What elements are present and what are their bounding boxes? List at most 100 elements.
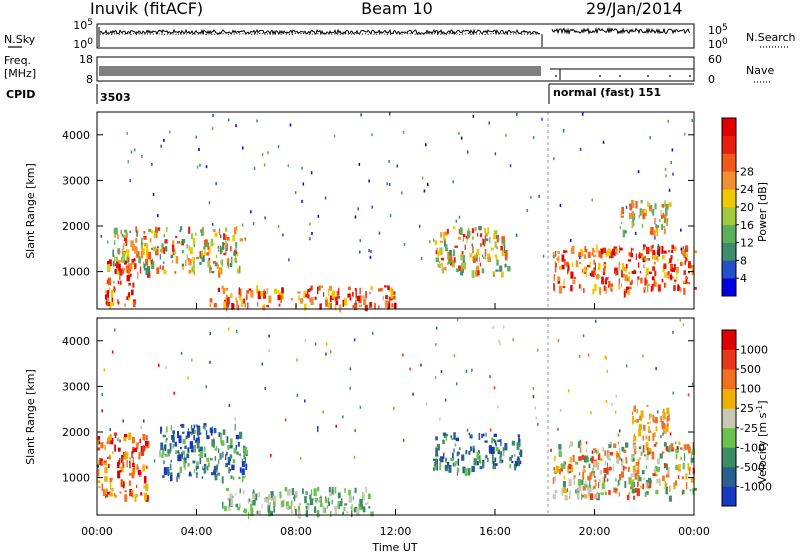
velocity-cell bbox=[654, 417, 658, 424]
power-cell bbox=[591, 252, 594, 256]
power-cell bbox=[172, 240, 175, 248]
velocity-cell bbox=[532, 387, 535, 391]
velocity-cell bbox=[502, 447, 505, 452]
velocity-cell bbox=[656, 473, 658, 477]
velocity-cell bbox=[685, 473, 688, 480]
velocity-cell bbox=[618, 473, 622, 481]
power-cell bbox=[264, 216, 266, 220]
velocity-cell bbox=[97, 436, 101, 441]
power-cell bbox=[631, 221, 633, 229]
power-colorbar-tick-label: 24 bbox=[740, 183, 754, 196]
power-cell bbox=[209, 303, 212, 307]
power-cell bbox=[648, 271, 652, 274]
power-cell bbox=[157, 227, 161, 231]
velocity-cell bbox=[439, 458, 443, 462]
velocity-cell bbox=[235, 503, 239, 508]
velocity-cell bbox=[131, 472, 135, 479]
velocity-cell bbox=[634, 473, 638, 480]
power-cell bbox=[439, 247, 443, 256]
velocity-cell bbox=[134, 447, 137, 452]
power-cell bbox=[277, 294, 281, 301]
velocity-cell bbox=[621, 471, 624, 478]
power-cell bbox=[420, 256, 423, 260]
power-cell bbox=[256, 285, 259, 294]
velocity-cell bbox=[309, 495, 311, 499]
velocity-cell bbox=[498, 461, 502, 464]
velocity-cell bbox=[514, 465, 517, 471]
velocity-cell bbox=[616, 453, 620, 461]
power-cell bbox=[386, 301, 389, 304]
velocity-cell bbox=[640, 451, 643, 456]
power-cell bbox=[223, 242, 226, 245]
velocity-cell bbox=[561, 487, 564, 496]
power-cell bbox=[452, 249, 455, 257]
power-cell bbox=[637, 276, 640, 280]
power-cell bbox=[329, 285, 332, 291]
velocity-cell bbox=[190, 449, 194, 453]
power-cell bbox=[472, 236, 474, 240]
velocity-cell bbox=[614, 410, 617, 414]
velocity-cell bbox=[122, 419, 124, 423]
power-cell bbox=[133, 148, 136, 152]
power-cell bbox=[327, 302, 331, 308]
power-cell bbox=[121, 248, 123, 254]
velocity-cell bbox=[573, 476, 576, 480]
velocity-cell bbox=[359, 498, 363, 507]
power-cell bbox=[616, 271, 619, 276]
nsky-label: N.Sky bbox=[4, 33, 36, 46]
velocity-cell bbox=[555, 465, 560, 473]
velocity-cell bbox=[692, 448, 695, 455]
power-cell bbox=[651, 210, 653, 214]
power-cell bbox=[242, 146, 244, 150]
power-cell bbox=[378, 231, 381, 235]
velocity-cell bbox=[535, 416, 538, 420]
power-cell bbox=[121, 233, 124, 237]
velocity-cell bbox=[313, 488, 317, 497]
power-cell bbox=[218, 271, 221, 278]
velocity-cell bbox=[104, 488, 107, 495]
velocity-cell bbox=[167, 469, 169, 477]
velocity-cell bbox=[286, 501, 289, 509]
power-colorbar-segment bbox=[722, 171, 736, 190]
velocity-cell bbox=[573, 477, 576, 485]
power-cell bbox=[631, 271, 635, 274]
velocity-cell bbox=[368, 506, 371, 509]
velocity-cell bbox=[645, 435, 648, 440]
velocity-cell bbox=[273, 495, 277, 502]
power-cell bbox=[130, 150, 133, 154]
power-cell bbox=[592, 288, 595, 295]
nave-point bbox=[619, 75, 621, 77]
power-cell bbox=[494, 254, 498, 258]
velocity-cell bbox=[291, 488, 294, 496]
time-tick-label: 12:00 bbox=[380, 525, 412, 538]
nave-tick-bottom: 0 bbox=[708, 73, 715, 86]
velocity-cell bbox=[196, 465, 199, 469]
velocity-cell bbox=[453, 448, 455, 453]
power-cell bbox=[619, 226, 621, 229]
velocity-colorbar-segment bbox=[722, 388, 736, 409]
power-cell bbox=[494, 230, 498, 235]
velocity-cell bbox=[675, 449, 679, 453]
power-cell bbox=[688, 261, 691, 269]
power-cell bbox=[650, 245, 653, 252]
power-cell bbox=[165, 246, 168, 252]
power-cell bbox=[659, 219, 661, 223]
velocity-cell bbox=[619, 447, 621, 456]
power-cell bbox=[669, 274, 673, 280]
power-cell bbox=[556, 257, 560, 261]
velocity-cell bbox=[132, 436, 135, 444]
power-cell bbox=[277, 145, 280, 149]
noise-strip-frame bbox=[96, 23, 695, 49]
velocity-cell bbox=[326, 505, 328, 509]
power-cell bbox=[116, 268, 120, 275]
power-cell bbox=[496, 259, 499, 266]
velocity-cell bbox=[478, 432, 481, 440]
velocity-cell bbox=[489, 451, 493, 454]
velocity-cell bbox=[342, 415, 344, 419]
power-cell bbox=[612, 248, 616, 256]
velocity-cell bbox=[625, 456, 628, 464]
power-cell bbox=[652, 266, 655, 271]
velocity-cell bbox=[636, 419, 639, 423]
power-cell bbox=[268, 295, 272, 304]
velocity-cell bbox=[591, 456, 594, 464]
